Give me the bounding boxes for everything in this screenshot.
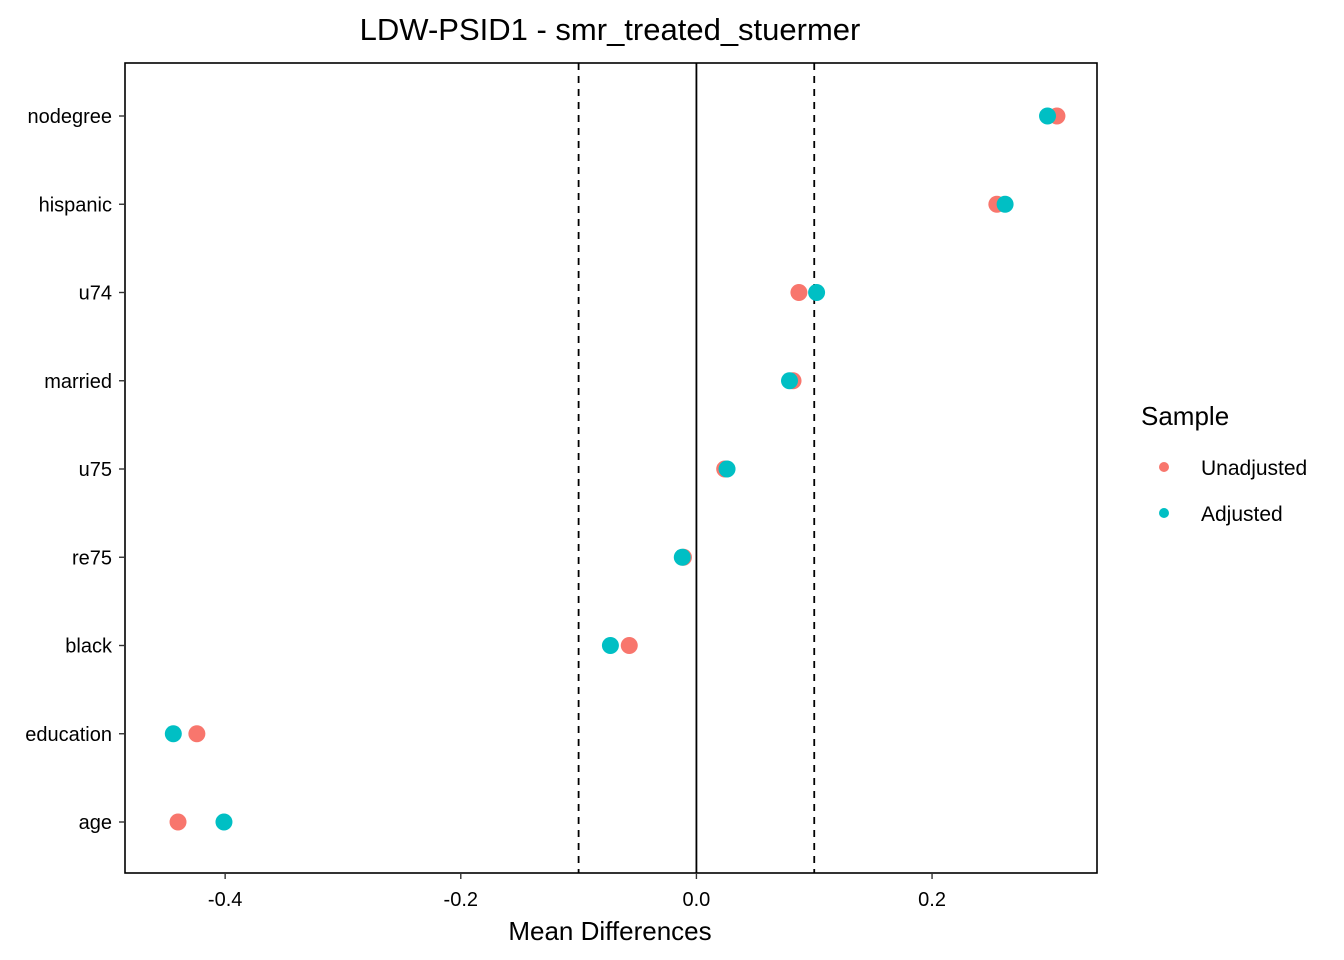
panel-border [124, 62, 1098, 874]
point-unadjusted-black [620, 637, 638, 654]
y-tick-label-black: black [65, 636, 113, 658]
series-unadjusted [169, 107, 1066, 831]
legend-key-adjusted [1159, 508, 1169, 518]
y-tick-label-education: education [25, 724, 112, 746]
y-tick-label-age: age [79, 812, 112, 834]
chart-title: LDW-PSID1 - smr_treated_stuermer [360, 12, 861, 47]
point-adjusted-age [215, 813, 233, 831]
x-tick-label: 0.0 [683, 889, 711, 911]
x-axis: -0.4 -0.2 0.0 0.2 [208, 873, 946, 911]
plot-area [164, 63, 1066, 873]
legend-key-unadjusted [1159, 462, 1169, 472]
legend: Sample Unadjusted Adjusted [1141, 401, 1307, 526]
y-tick-label-u75: u75 [79, 459, 112, 481]
legend-title: Sample [1141, 401, 1229, 431]
y-tick-label-u74: u74 [79, 283, 112, 305]
point-unadjusted-education [188, 725, 206, 743]
x-tick-label: 0.2 [918, 889, 946, 911]
x-tick-label: -0.2 [444, 889, 478, 911]
point-adjusted-education [164, 725, 182, 743]
point-adjusted-u75 [718, 460, 736, 478]
x-axis-title: Mean Differences [508, 916, 711, 946]
point-adjusted-married [780, 372, 798, 390]
legend-label-unadjusted: Unadjusted [1201, 457, 1307, 480]
point-adjusted-re75 [673, 548, 691, 566]
y-tick-label-hispanic: hispanic [39, 194, 112, 216]
y-tick-label-married: married [44, 371, 112, 393]
y-axis: nodegree hispanic u74 married u75 re75 black ed… [25, 106, 125, 834]
point-adjusted-nodegree [1039, 107, 1057, 125]
point-adjusted-black [601, 637, 619, 654]
y-tick-label-nodegree: nodegree [27, 106, 112, 128]
point-adjusted-u74 [808, 284, 826, 301]
point-unadjusted-age [169, 813, 187, 831]
point-adjusted-hispanic [996, 195, 1014, 213]
series-adjusted [164, 107, 1057, 831]
legend-label-adjusted: Adjusted [1201, 503, 1283, 526]
x-tick-label: -0.4 [208, 889, 242, 911]
point-unadjusted-u74 [790, 284, 808, 301]
y-tick-label-re75: re75 [72, 547, 112, 569]
